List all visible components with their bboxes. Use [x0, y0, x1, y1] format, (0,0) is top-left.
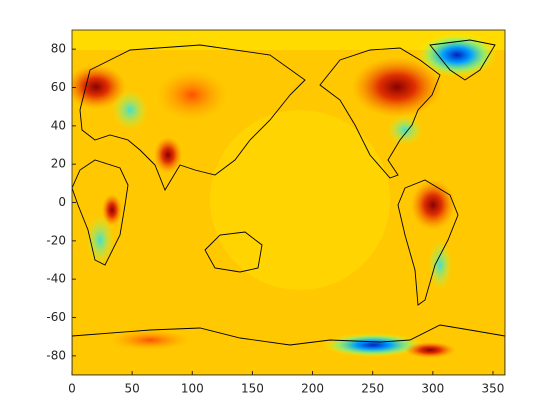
coastline: [79, 44, 306, 192]
coastline: [429, 39, 496, 81]
y-tick-label: -40: [46, 272, 66, 286]
y-tick-label: -20: [46, 233, 66, 247]
y-tick-label: 40: [51, 118, 66, 132]
y-tick-label: 80: [51, 42, 66, 56]
x-tick-label: 200: [301, 382, 324, 396]
x-tick-label: 50: [124, 382, 139, 396]
x-tick-label: 350: [482, 382, 505, 396]
y-tick-label: 20: [51, 157, 66, 171]
x-tick-label: 150: [241, 382, 264, 396]
x-tick-label: 300: [421, 382, 444, 396]
field: [72, 30, 505, 375]
coastline: [72, 159, 129, 266]
y-tick-label: 60: [51, 80, 66, 94]
coastline: [204, 231, 263, 273]
x-tick-label: 0: [68, 382, 76, 396]
coastline: [72, 324, 505, 375]
y-tick-label: 0: [58, 195, 66, 209]
coastline: [319, 47, 441, 179]
y-tick-label: -60: [46, 310, 66, 324]
x-tick-label: 100: [181, 382, 204, 396]
coastline: [397, 179, 459, 306]
y-tick-label: -80: [46, 348, 66, 362]
x-tick-label: 250: [361, 382, 384, 396]
